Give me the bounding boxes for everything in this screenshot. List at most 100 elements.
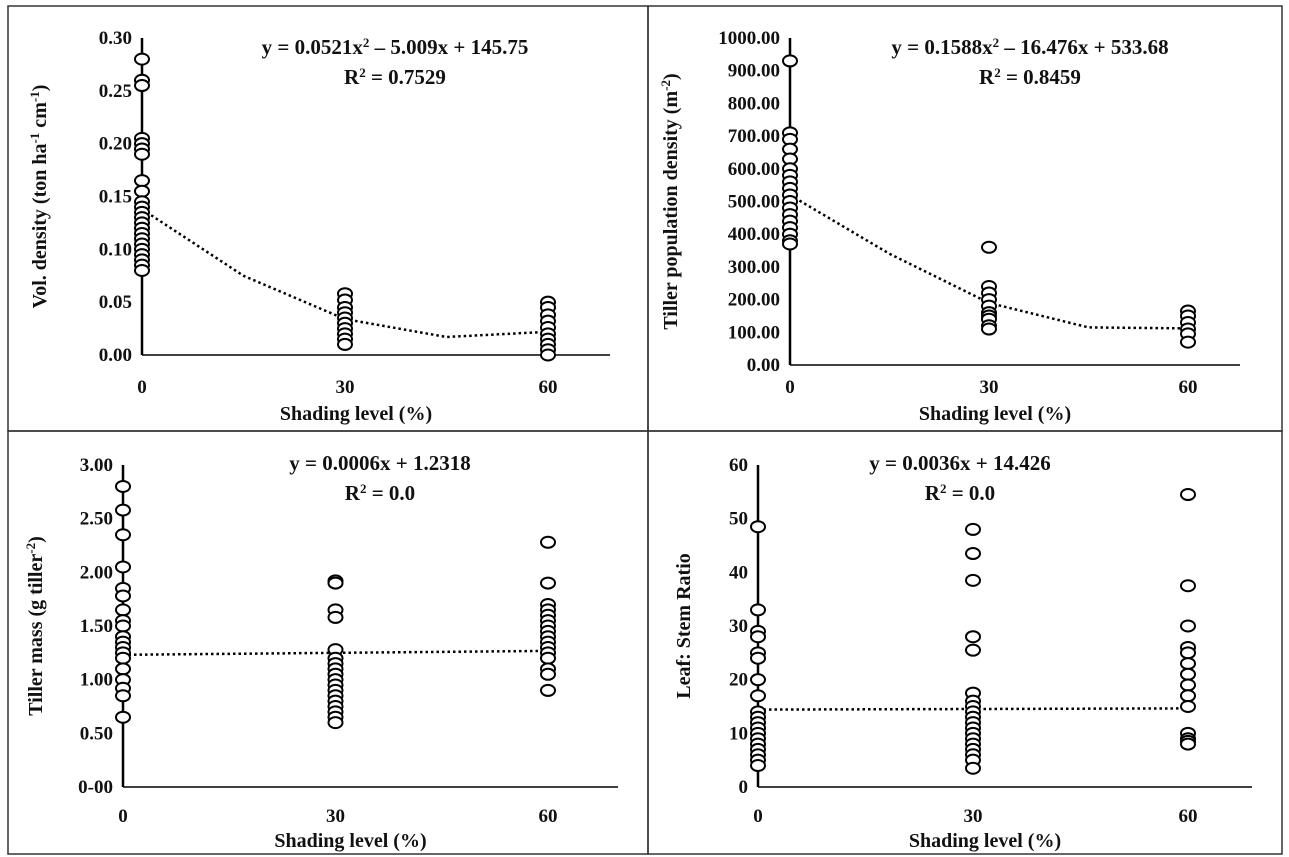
data-point bbox=[981, 240, 997, 254]
x-axis-label: Shading level (%) bbox=[280, 403, 432, 425]
x-tick-label: 60 bbox=[1179, 377, 1198, 398]
y-tick-label: 500.00 bbox=[728, 192, 780, 213]
trendline-equation-part: 2 bbox=[363, 35, 370, 50]
x-tick-label: 60 bbox=[1179, 806, 1198, 827]
trendline-equation-part: y = 0.0521x bbox=[262, 35, 364, 59]
y-tick-label: 0.10 bbox=[99, 239, 132, 260]
y-tick-label: 0 bbox=[739, 777, 749, 798]
y-tick-label: 2.00 bbox=[80, 562, 113, 583]
r-squared-label-part: R bbox=[345, 481, 361, 505]
y-tick-label: 1.50 bbox=[80, 616, 113, 637]
data-point bbox=[134, 263, 150, 277]
x-tick-label: 0 bbox=[118, 806, 128, 827]
x-tick-label: 0 bbox=[137, 377, 147, 398]
r-squared-label: R2 = 0.8459 bbox=[979, 65, 1081, 90]
trendline bbox=[122, 649, 549, 657]
y-tick-label: 1.00 bbox=[80, 670, 113, 691]
panels: 0.00 0.05 0.10 0.15 0.20 0.25 0.30 0 30 60 Shading… bbox=[7, 5, 1283, 855]
trendline-equation-part: – 5.009x + 145.75 bbox=[369, 35, 528, 59]
data-point bbox=[134, 147, 150, 161]
data-point bbox=[750, 520, 766, 534]
y-axis-label-part: Vol. density (ton ha bbox=[29, 144, 51, 309]
data-point bbox=[337, 337, 353, 351]
data-point bbox=[115, 503, 131, 517]
data-point bbox=[1180, 737, 1196, 751]
data-point bbox=[134, 79, 150, 93]
y-axis-label-part: Leaf: Stem Ratio bbox=[673, 553, 695, 699]
x-tick-label: 30 bbox=[964, 806, 983, 827]
data-point bbox=[750, 603, 766, 617]
data-point bbox=[1180, 667, 1196, 681]
x-tick-label: 30 bbox=[326, 806, 345, 827]
data-point bbox=[115, 689, 131, 703]
data-point bbox=[540, 651, 556, 665]
y-tick-label: 0.15 bbox=[99, 187, 132, 208]
data-point bbox=[327, 576, 344, 590]
data-point bbox=[540, 667, 556, 681]
y-tick-label: 400.00 bbox=[728, 224, 780, 245]
data-point bbox=[540, 535, 556, 549]
trendline-equation: y = 0.0006x + 1.2318 bbox=[289, 451, 470, 475]
y-axis-label-part: -1 bbox=[27, 133, 42, 144]
data-point bbox=[965, 522, 981, 536]
data-point bbox=[1180, 657, 1196, 671]
y-tick-label: 60 bbox=[729, 455, 748, 476]
panel-border bbox=[647, 430, 1283, 855]
y-tick-label: 2.50 bbox=[80, 509, 113, 530]
trendline-equation: y = 0.0521x2 – 5.009x + 145.75 bbox=[262, 35, 529, 60]
data-point bbox=[115, 603, 131, 617]
data-point bbox=[750, 759, 766, 773]
data-point bbox=[540, 576, 556, 590]
trendline-equation-part: y = 0.0006x + 1.2318 bbox=[289, 451, 470, 475]
x-axis-label: Shading level (%) bbox=[919, 403, 1071, 425]
data-point bbox=[115, 560, 131, 574]
r-squared-label: R2 = 0.7529 bbox=[344, 65, 446, 90]
data-point bbox=[327, 610, 344, 624]
chart-panel-1: 0.00 0.05 0.10 0.15 0.20 0.25 0.30 0 30 60 Shading… bbox=[7, 5, 649, 432]
y-axis-label-part: ) bbox=[29, 85, 51, 92]
data-point bbox=[750, 673, 766, 687]
panel-border bbox=[7, 5, 649, 432]
data-point bbox=[540, 683, 556, 697]
y-axis-label-part: Tiller population density (m bbox=[660, 91, 682, 330]
y-axis-label-part: Tiller mass (g tiller bbox=[25, 554, 47, 716]
y-axis-label-part: ) bbox=[25, 536, 47, 543]
r-squared-label-part: R bbox=[979, 65, 995, 89]
y-tick-label: 0.25 bbox=[99, 81, 132, 102]
trendline-equation-part: 2 bbox=[993, 35, 1000, 50]
y-tick-label: 200.00 bbox=[728, 290, 780, 311]
trendline-equation: y = 0.1588x2 – 16.476x + 533.68 bbox=[891, 35, 1168, 60]
y-tick-label: 20 bbox=[729, 670, 748, 691]
data-point bbox=[965, 630, 981, 644]
data-point bbox=[965, 547, 981, 561]
data-point bbox=[115, 479, 131, 493]
x-axis-label: Shading level (%) bbox=[909, 830, 1061, 852]
r-squared-label-part: = 0.8459 bbox=[1001, 65, 1081, 89]
y-axis-label: Tiller mass (g tiller-2) bbox=[23, 536, 48, 716]
r-squared-label: R2 = 0.0 bbox=[925, 481, 995, 506]
data-point bbox=[965, 761, 981, 775]
data-point bbox=[134, 52, 150, 66]
data-point bbox=[1180, 619, 1196, 633]
y-axis-label-part: cm bbox=[29, 102, 51, 133]
y-tick-label: 40 bbox=[729, 562, 748, 583]
y-axis-label-part: -2 bbox=[658, 80, 673, 91]
x-tick-label: 60 bbox=[539, 806, 558, 827]
y-tick-label: 700.00 bbox=[728, 126, 780, 147]
data-point bbox=[540, 348, 556, 362]
chart-panel-4: 0 10 20 30 40 50 60 0 30 60 Shading level (%) Leaf:… bbox=[647, 430, 1283, 855]
data-point bbox=[115, 528, 131, 542]
y-tick-label: 300.00 bbox=[728, 257, 780, 278]
r-squared-label-part: 2 bbox=[994, 65, 1001, 80]
x-tick-label: 0 bbox=[785, 377, 795, 398]
data-point bbox=[115, 651, 131, 665]
y-axis-label-part: -2 bbox=[23, 543, 38, 554]
y-tick-label: 3.00 bbox=[80, 455, 113, 476]
data-point bbox=[1180, 335, 1196, 349]
data-point bbox=[750, 689, 766, 703]
data-point bbox=[782, 54, 798, 68]
x-tick-label: 0 bbox=[753, 806, 763, 827]
data-point bbox=[965, 643, 981, 657]
x-tick-label: 30 bbox=[980, 377, 999, 398]
